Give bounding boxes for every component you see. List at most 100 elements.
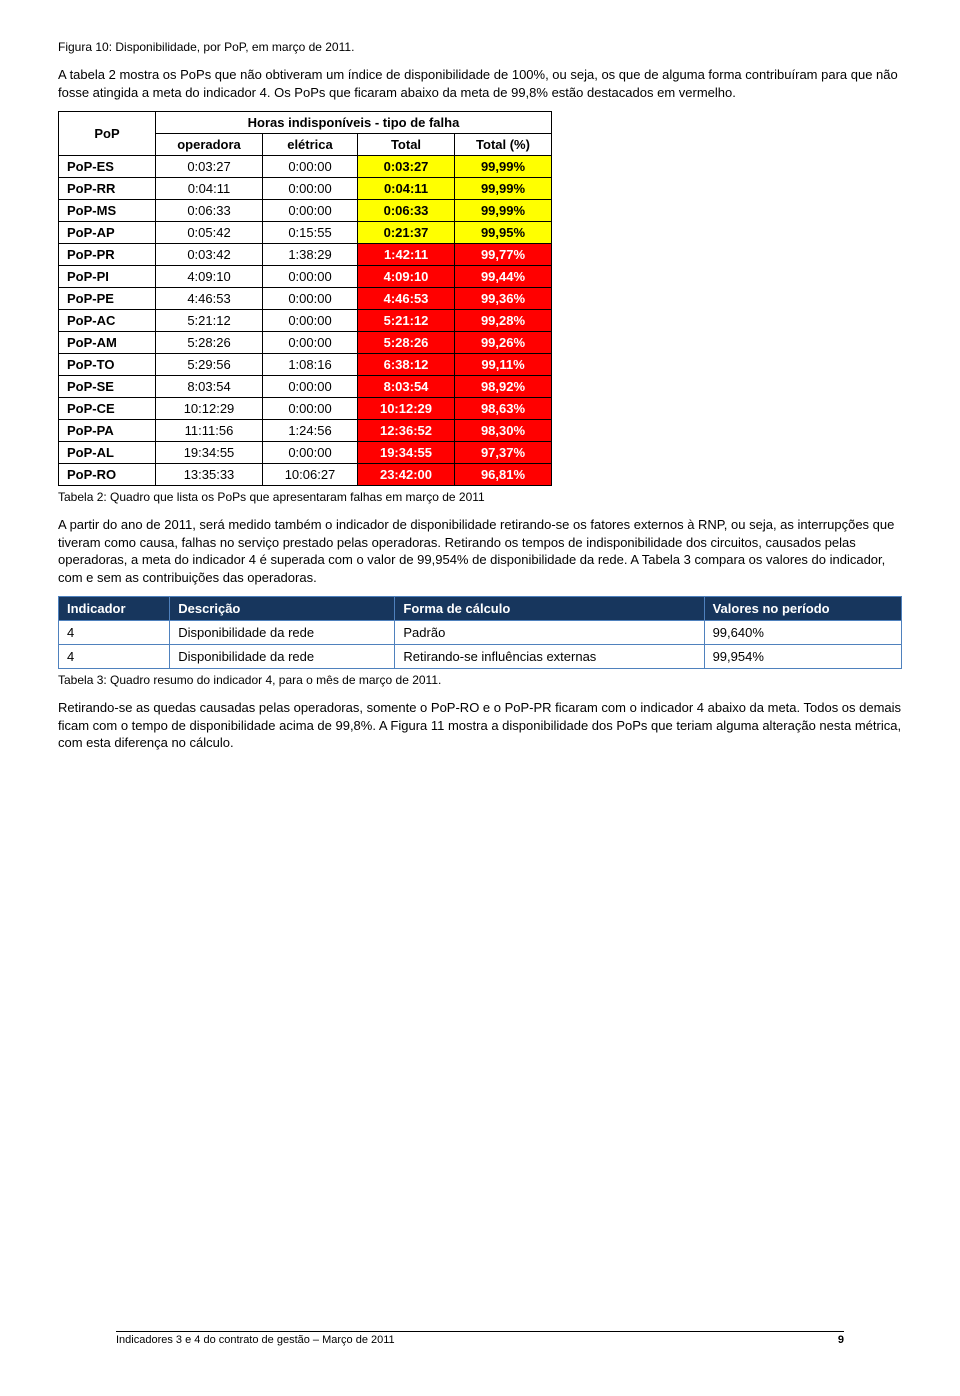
cell-pct: 99,99%	[455, 178, 552, 200]
cell-operadora: 19:34:55	[156, 442, 263, 464]
table-row: PoP-AC5:21:120:00:005:21:1299,28%	[59, 310, 552, 332]
table2-caption: Tabela 2: Quadro que lista os PoPs que a…	[58, 490, 902, 504]
cell-pct: 99,99%	[455, 156, 552, 178]
cell-total: 0:03:27	[358, 156, 455, 178]
cell-pct: 99,28%	[455, 310, 552, 332]
col-operadora: operadora	[156, 134, 263, 156]
col-eletrica: elétrica	[263, 134, 358, 156]
cell-operadora: 4:09:10	[156, 266, 263, 288]
table-row: PoP-TO5:29:561:08:166:38:1299,11%	[59, 354, 552, 376]
cell-operadora: 10:12:29	[156, 398, 263, 420]
cell-pct: 99,26%	[455, 332, 552, 354]
table-row: 4Disponibilidade da redeRetirando-se inf…	[59, 645, 902, 669]
pop-name: PoP-PA	[59, 420, 156, 442]
page-footer: Indicadores 3 e 4 do contrato de gestão …	[116, 1331, 844, 1346]
indicator-table: Indicador Descrição Forma de cálculo Val…	[58, 596, 902, 669]
cell-operadora: 13:35:33	[156, 464, 263, 486]
cell-eletrica: 1:38:29	[263, 244, 358, 266]
cell-total: 0:06:33	[358, 200, 455, 222]
cell-pct: 99,44%	[455, 266, 552, 288]
cell-pct: 99,95%	[455, 222, 552, 244]
cell-operadora: 5:29:56	[156, 354, 263, 376]
body-paragraph: A partir do ano de 2011, será medido tam…	[58, 516, 902, 586]
pop-name: PoP-AL	[59, 442, 156, 464]
cell-total: 23:42:00	[358, 464, 455, 486]
table-row: PoP-PI4:09:100:00:004:09:1099,44%	[59, 266, 552, 288]
cell-total: 5:21:12	[358, 310, 455, 332]
cell-operadora: 5:21:12	[156, 310, 263, 332]
pop-name: PoP-AP	[59, 222, 156, 244]
pop-header: PoP	[59, 112, 156, 156]
table-row: PoP-SE8:03:540:00:008:03:5498,92%	[59, 376, 552, 398]
table-row: 4Disponibilidade da redePadrão99,640%	[59, 621, 902, 645]
col-total: Total	[358, 134, 455, 156]
cell-pct: 99,11%	[455, 354, 552, 376]
cell-eletrica: 0:00:00	[263, 442, 358, 464]
cell-total: 12:36:52	[358, 420, 455, 442]
cell-desc: Disponibilidade da rede	[170, 621, 395, 645]
cell-total: 19:34:55	[358, 442, 455, 464]
cell-pct: 99,77%	[455, 244, 552, 266]
cell-eletrica: 0:00:00	[263, 332, 358, 354]
cell-ind: 4	[59, 645, 170, 669]
table-row: PoP-MS0:06:330:00:000:06:3399,99%	[59, 200, 552, 222]
cell-val: 99,954%	[704, 645, 901, 669]
cell-ind: 4	[59, 621, 170, 645]
cell-total: 6:38:12	[358, 354, 455, 376]
cell-eletrica: 0:00:00	[263, 310, 358, 332]
col-pct: Total (%)	[455, 134, 552, 156]
cell-operadora: 4:46:53	[156, 288, 263, 310]
pop-name: PoP-CE	[59, 398, 156, 420]
cell-eletrica: 0:00:00	[263, 178, 358, 200]
cell-eletrica: 0:00:00	[263, 376, 358, 398]
cell-pct: 96,81%	[455, 464, 552, 486]
cell-operadora: 5:28:26	[156, 332, 263, 354]
pop-name: PoP-PI	[59, 266, 156, 288]
pop-name: PoP-RO	[59, 464, 156, 486]
cell-operadora: 0:05:42	[156, 222, 263, 244]
group-header: Horas indisponíveis - tipo de falha	[156, 112, 552, 134]
cell-operadora: 8:03:54	[156, 376, 263, 398]
cell-total: 0:04:11	[358, 178, 455, 200]
cell-operadora: 0:03:42	[156, 244, 263, 266]
cell-form: Retirando-se influências externas	[395, 645, 704, 669]
cell-operadora: 0:06:33	[156, 200, 263, 222]
table-row: PoP-PR0:03:421:38:291:42:1199,77%	[59, 244, 552, 266]
pop-name: PoP-RR	[59, 178, 156, 200]
cell-eletrica: 1:24:56	[263, 420, 358, 442]
table3-caption: Tabela 3: Quadro resumo do indicador 4, …	[58, 673, 902, 687]
cell-pct: 98,63%	[455, 398, 552, 420]
cell-pct: 99,99%	[455, 200, 552, 222]
cell-operadora: 11:11:56	[156, 420, 263, 442]
pop-table: PoP Horas indisponíveis - tipo de falha …	[58, 111, 552, 486]
pop-name: PoP-PR	[59, 244, 156, 266]
table-row: PoP-AL19:34:550:00:0019:34:5597,37%	[59, 442, 552, 464]
cell-total: 4:09:10	[358, 266, 455, 288]
table-row: PoP-AP0:05:420:15:550:21:3799,95%	[59, 222, 552, 244]
pop-name: PoP-SE	[59, 376, 156, 398]
cell-total: 5:28:26	[358, 332, 455, 354]
pop-name: PoP-PE	[59, 288, 156, 310]
cell-pct: 98,92%	[455, 376, 552, 398]
ind-hdr-form: Forma de cálculo	[395, 597, 704, 621]
closing-paragraph: Retirando-se as quedas causadas pelas op…	[58, 699, 902, 752]
cell-val: 99,640%	[704, 621, 901, 645]
table-row: PoP-ES0:03:270:00:000:03:2799,99%	[59, 156, 552, 178]
cell-pct: 97,37%	[455, 442, 552, 464]
cell-pct: 98,30%	[455, 420, 552, 442]
pop-name: PoP-ES	[59, 156, 156, 178]
table-row: PoP-RO13:35:3310:06:2723:42:0096,81%	[59, 464, 552, 486]
cell-eletrica: 0:00:00	[263, 288, 358, 310]
cell-pct: 99,36%	[455, 288, 552, 310]
footer-page-number: 9	[838, 1334, 844, 1346]
cell-eletrica: 0:15:55	[263, 222, 358, 244]
cell-eletrica: 0:00:00	[263, 156, 358, 178]
pop-name: PoP-TO	[59, 354, 156, 376]
footer-left: Indicadores 3 e 4 do contrato de gestão …	[116, 1334, 395, 1346]
cell-operadora: 0:03:27	[156, 156, 263, 178]
pop-name: PoP-MS	[59, 200, 156, 222]
cell-form: Padrão	[395, 621, 704, 645]
intro-paragraph: A tabela 2 mostra os PoPs que não obtive…	[58, 66, 902, 101]
cell-total: 10:12:29	[358, 398, 455, 420]
cell-eletrica: 0:00:00	[263, 398, 358, 420]
